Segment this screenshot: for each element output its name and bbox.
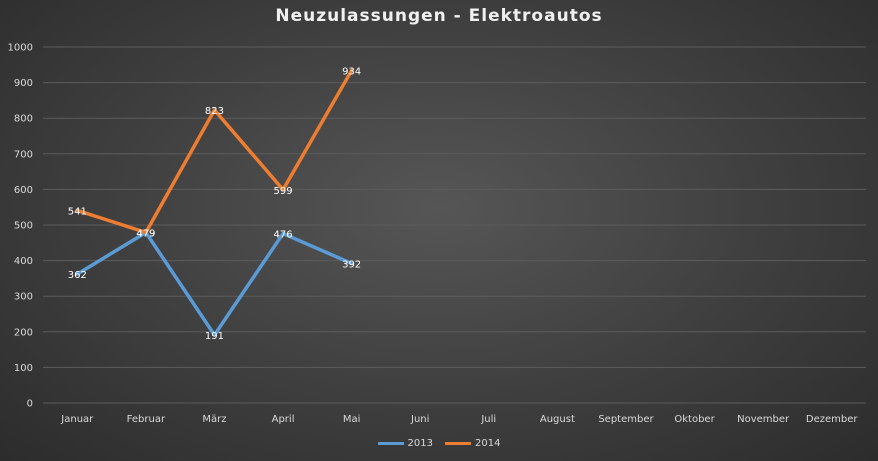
y-tick-label: 400 <box>14 256 33 267</box>
x-tick-label: August <box>540 414 575 425</box>
data-point-2014 <box>144 230 148 234</box>
data-point-2013 <box>350 261 354 265</box>
data-label-2014: 541 <box>68 206 87 217</box>
data-point-2013 <box>281 232 285 236</box>
data-point-2013 <box>75 272 79 276</box>
data-point-2013 <box>212 333 216 337</box>
legend: 2013 2014 <box>0 438 878 449</box>
legend-swatch <box>445 442 471 445</box>
y-tick-label: 1000 <box>8 43 33 54</box>
legend-label: 2014 <box>475 438 501 449</box>
x-tick-label: Dezember <box>806 414 858 425</box>
data-point-2014 <box>350 68 354 72</box>
x-tick-label: Februar <box>127 414 166 425</box>
y-tick-label: 500 <box>14 221 33 232</box>
data-label-2014: 479 <box>136 228 155 239</box>
series-line-2014 <box>75 68 354 235</box>
legend-item-2013: 2013 <box>377 438 433 449</box>
data-label-2013: 191 <box>205 331 224 342</box>
x-tick-label: April <box>272 414 295 425</box>
legend-item-2014: 2014 <box>445 438 500 449</box>
series-line-2013 <box>75 230 354 337</box>
x-tick-label: Mai <box>343 414 361 425</box>
chart-title: Neuzulassungen - Elektroautos <box>275 6 603 26</box>
legend-label: 2013 <box>407 438 433 449</box>
legend-swatch <box>377 442 404 445</box>
y-tick-label: 100 <box>14 363 33 374</box>
data-label-2014: 599 <box>273 186 292 197</box>
y-tick-label: 700 <box>14 149 33 160</box>
y-tick-label: 0 <box>27 399 33 410</box>
y-tick-label: 800 <box>14 114 33 125</box>
x-tick-label: Oktober <box>674 414 715 425</box>
x-tick-label: März <box>202 414 226 425</box>
x-tick-label: Juni <box>410 414 429 425</box>
data-point-2014 <box>212 108 216 112</box>
y-tick-label: 900 <box>14 78 33 89</box>
data-label-2014: 823 <box>205 106 224 117</box>
x-tick-label: Juli <box>480 414 496 425</box>
y-tick-label: 600 <box>14 185 33 196</box>
data-point-2014 <box>281 188 285 192</box>
data-label-2013: 362 <box>68 270 87 281</box>
x-tick-label: September <box>598 414 654 425</box>
y-tick-label: 300 <box>14 292 33 303</box>
x-tick-label: November <box>737 414 790 425</box>
data-label-2014: 934 <box>342 66 361 77</box>
data-label-2013: 392 <box>342 259 361 270</box>
x-tick-label: Januar <box>60 414 94 425</box>
y-tick-label: 200 <box>14 327 33 338</box>
data-label-2013: 476 <box>273 230 292 241</box>
data-point-2014 <box>75 208 79 212</box>
